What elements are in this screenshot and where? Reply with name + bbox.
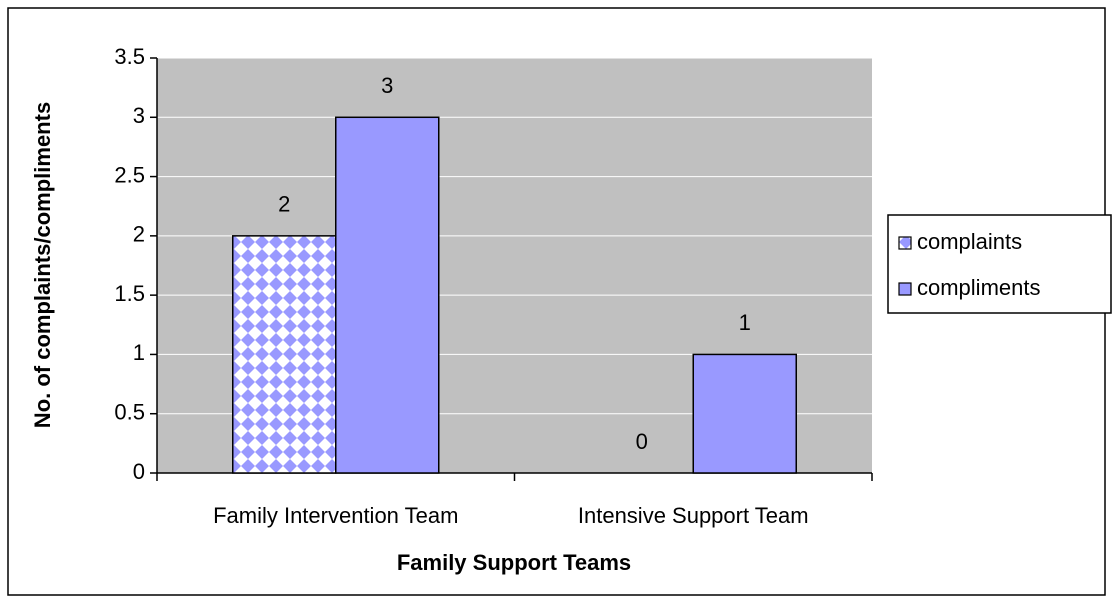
data-label: 0 [636, 429, 648, 454]
data-label: 3 [381, 73, 393, 98]
y-tick-label: 1 [133, 340, 145, 365]
y-tick-label: 0 [133, 459, 145, 484]
legend-swatch [898, 282, 912, 296]
x-axis-title: Family Support Teams [397, 550, 631, 575]
data-label: 2 [278, 192, 290, 217]
x-tick-label: Intensive Support Team [578, 503, 809, 528]
y-axis-title: No. of complaints/compliments [30, 102, 55, 428]
data-label: 1 [739, 310, 751, 335]
bar [232, 235, 337, 474]
y-tick-label: 3.5 [114, 44, 145, 69]
bar [692, 353, 797, 474]
y-tick-label: 2.5 [114, 162, 145, 187]
y-tick-label: 2 [133, 222, 145, 247]
y-tick-label: 1.5 [114, 281, 145, 306]
legend-label: compliments [917, 275, 1040, 300]
legend-box [887, 214, 1112, 314]
legend-label: complaints [917, 229, 1022, 254]
y-tick-label: 3 [133, 103, 145, 128]
y-tick-label: 0.5 [114, 400, 145, 425]
bar [335, 116, 440, 474]
legend-swatch [898, 236, 912, 250]
x-tick-label: Family Intervention Team [213, 503, 458, 528]
